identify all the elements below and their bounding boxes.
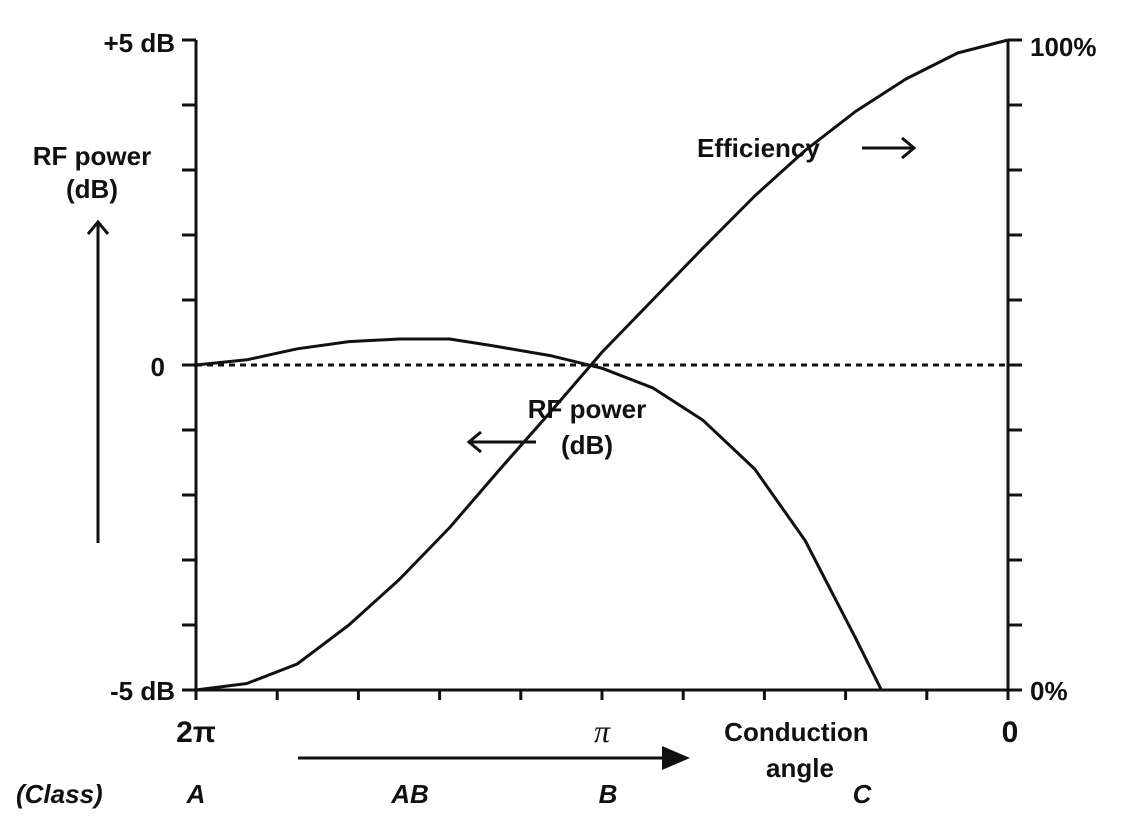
efficiency-annotation-arrowhead xyxy=(901,136,917,160)
efficiency-curve xyxy=(195,38,1009,692)
y-left-title-line1: RF power xyxy=(33,141,151,171)
rf-power-curve xyxy=(195,337,899,692)
y-left-top-label: +5 dB xyxy=(103,28,175,58)
class-label-ab: AB xyxy=(390,779,429,809)
rf-power-annotation-line1: RF power xyxy=(528,394,646,424)
y-left-title-arrowhead xyxy=(86,219,110,235)
x-tick-label-pi: π xyxy=(594,713,611,749)
class-label-c: C xyxy=(853,779,873,809)
rf-power-annotation-line2: (dB) xyxy=(561,430,613,460)
y-left-zero-label: 0 xyxy=(151,352,165,382)
y-left-bottom-label: -5 dB xyxy=(110,676,175,706)
axis-ticks xyxy=(182,38,1022,700)
x-tick-label-2pi: 2π xyxy=(176,716,216,749)
x-axis-label: Conduction angle xyxy=(724,717,876,783)
y-right-bottom-label: 0% xyxy=(1030,676,1068,706)
y-left-title-line2: (dB) xyxy=(66,174,118,204)
class-label-a: A xyxy=(186,779,206,809)
class-label-b: B xyxy=(599,779,618,809)
x-direction-arrowhead xyxy=(662,746,690,770)
series-layer xyxy=(195,38,1009,692)
efficiency-annotation: Efficiency xyxy=(697,133,820,163)
class-header-label: (Class) xyxy=(16,779,103,809)
y-right-top-label: 100% xyxy=(1030,32,1097,62)
rf-power-annotation-arrowhead xyxy=(466,430,482,454)
x-tick-label-0: 0 xyxy=(1002,716,1019,749)
